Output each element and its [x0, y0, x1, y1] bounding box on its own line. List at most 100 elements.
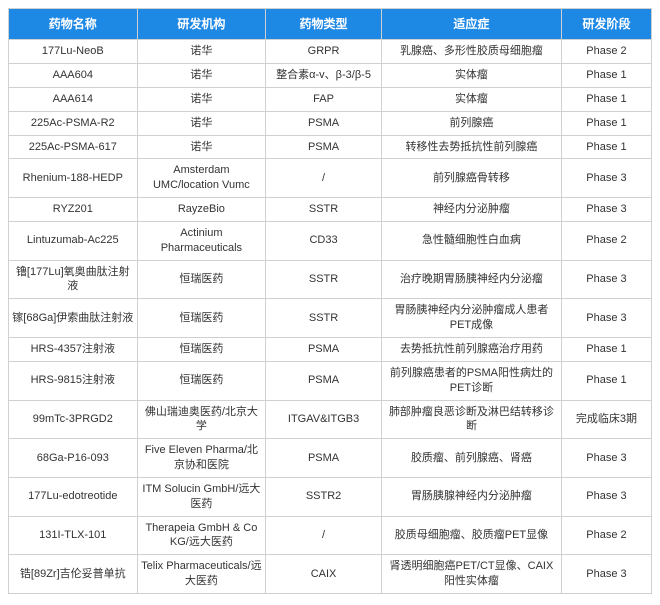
table-cell: Phase 1 [561, 87, 651, 111]
table-cell: 转移性去势抵抗性前列腺癌 [381, 135, 561, 159]
table-cell: 胶质瘤、前列腺癌、肾癌 [381, 439, 561, 478]
table-cell: 神经内分泌肿瘤 [381, 198, 561, 222]
table-cell: Phase 3 [561, 159, 651, 198]
table-cell: HRS-9815注射液 [9, 361, 138, 400]
table-cell: ITM Solucin GmbH/远大医药 [137, 477, 266, 516]
table-cell: 225Ac-PSMA-R2 [9, 111, 138, 135]
column-header: 研发机构 [137, 9, 266, 40]
table-cell: 肾透明细胞癌PET/CT显像、CAIX阳性实体瘤 [381, 555, 561, 594]
table-row: 镓[68Ga]伊索曲肽注射液恒瑞医药SSTR胃肠胰神经内分泌肿瘤成人患者PET成… [9, 299, 652, 338]
table-cell: Actinium Pharmaceuticals [137, 221, 266, 260]
table-cell: 肺部肿瘤良恶诊断及淋巴结转移诊断 [381, 400, 561, 439]
table-cell: RayzeBio [137, 198, 266, 222]
table-cell: 诺华 [137, 87, 266, 111]
table-cell: Therapeia GmbH & Co KG/远大医药 [137, 516, 266, 555]
table-cell: Phase 1 [561, 135, 651, 159]
table-cell: 恒瑞医药 [137, 299, 266, 338]
table-cell: Five Eleven Pharma/北京协和医院 [137, 439, 266, 478]
table-cell: 实体瘤 [381, 64, 561, 88]
table-cell: 去势抵抗性前列腺癌治疗用药 [381, 338, 561, 362]
table-cell: 镓[68Ga]伊索曲肽注射液 [9, 299, 138, 338]
table-row: 225Ac-PSMA-R2诺华PSMA前列腺癌Phase 1 [9, 111, 652, 135]
table-row: 镥[177Lu]氧奥曲肽注射液恒瑞医药SSTR治疗晚期胃肠胰神经内分泌瘤Phas… [9, 260, 652, 299]
table-cell: Phase 3 [561, 439, 651, 478]
table-cell: 诺华 [137, 135, 266, 159]
table-cell: AAA604 [9, 64, 138, 88]
table-cell: SSTR [266, 198, 382, 222]
table-cell: / [266, 516, 382, 555]
table-cell: 前列腺癌骨转移 [381, 159, 561, 198]
table-cell: PSMA [266, 135, 382, 159]
table-row: Rhenium-188-HEDPAmsterdam UMC/location V… [9, 159, 652, 198]
table-cell: 177Lu-edotreotide [9, 477, 138, 516]
table-cell: 治疗晚期胃肠胰神经内分泌瘤 [381, 260, 561, 299]
table-row: 177Lu-NeoB诺华GRPR乳腺癌、多形性胶质母细胞瘤Phase 2 [9, 40, 652, 64]
table-cell: GRPR [266, 40, 382, 64]
table-cell: Amsterdam UMC/location Vumc [137, 159, 266, 198]
table-cell: 乳腺癌、多形性胶质母细胞瘤 [381, 40, 561, 64]
table-row: RYZ201RayzeBioSSTR神经内分泌肿瘤Phase 3 [9, 198, 652, 222]
table-cell: 完成临床3期 [561, 400, 651, 439]
table-cell: 131I-TLX-101 [9, 516, 138, 555]
table-row: AAA604诺华整合素α-v、β-3/β-5实体瘤Phase 1 [9, 64, 652, 88]
table-row: HRS-9815注射液恒瑞医药PSMA前列腺癌患者的PSMA阳性病灶的PET诊断… [9, 361, 652, 400]
table-row: 锆[89Zr]吉伦妥普单抗Telix Pharmaceuticals/远大医药C… [9, 555, 652, 594]
table-row: 177Lu-edotreotideITM Solucin GmbH/远大医药SS… [9, 477, 652, 516]
table-row: HRS-4357注射液恒瑞医药PSMA去势抵抗性前列腺癌治疗用药Phase 1 [9, 338, 652, 362]
table-row: 68Ga-P16-093Five Eleven Pharma/北京协和医院PSM… [9, 439, 652, 478]
table-cell: 68Ga-P16-093 [9, 439, 138, 478]
table-cell: 诺华 [137, 64, 266, 88]
table-cell: RYZ201 [9, 198, 138, 222]
table-cell: 前列腺癌 [381, 111, 561, 135]
table-cell: 佛山瑞迪奥医药/北京大学 [137, 400, 266, 439]
table-cell: AAA614 [9, 87, 138, 111]
drug-pipeline-table: 药物名称研发机构药物类型适应症研发阶段 177Lu-NeoB诺华GRPR乳腺癌、… [8, 8, 652, 594]
table-cell: 整合素α-v、β-3/β-5 [266, 64, 382, 88]
table-cell: Phase 2 [561, 221, 651, 260]
table-cell: Telix Pharmaceuticals/远大医药 [137, 555, 266, 594]
table-cell: / [266, 159, 382, 198]
table-cell: PSMA [266, 439, 382, 478]
table-cell: 急性髓细胞性白血病 [381, 221, 561, 260]
table-cell: 恒瑞医药 [137, 338, 266, 362]
table-cell: Lintuzumab-Ac225 [9, 221, 138, 260]
table-cell: Phase 1 [561, 361, 651, 400]
table-cell: Phase 3 [561, 477, 651, 516]
table-cell: Phase 3 [561, 555, 651, 594]
table-row: Lintuzumab-Ac225Actinium Pharmaceuticals… [9, 221, 652, 260]
table-row: 225Ac-PSMA-617诺华PSMA转移性去势抵抗性前列腺癌Phase 1 [9, 135, 652, 159]
table-cell: Rhenium-188-HEDP [9, 159, 138, 198]
table-cell: 镥[177Lu]氧奥曲肽注射液 [9, 260, 138, 299]
table-cell: SSTR [266, 299, 382, 338]
column-header: 研发阶段 [561, 9, 651, 40]
table-cell: SSTR2 [266, 477, 382, 516]
table-header-row: 药物名称研发机构药物类型适应症研发阶段 [9, 9, 652, 40]
column-header: 药物类型 [266, 9, 382, 40]
table-cell: Phase 3 [561, 198, 651, 222]
table-cell: FAP [266, 87, 382, 111]
column-header: 药物名称 [9, 9, 138, 40]
table-row: 99mTc-3PRGD2佛山瑞迪奥医药/北京大学ITGAV&ITGB3肺部肿瘤良… [9, 400, 652, 439]
column-header: 适应症 [381, 9, 561, 40]
table-cell: 恒瑞医药 [137, 260, 266, 299]
table-cell: Phase 2 [561, 516, 651, 555]
table-cell: PSMA [266, 361, 382, 400]
table-cell: HRS-4357注射液 [9, 338, 138, 362]
table-cell: 胃肠胰神经内分泌肿瘤成人患者PET成像 [381, 299, 561, 338]
table-body: 177Lu-NeoB诺华GRPR乳腺癌、多形性胶质母细胞瘤Phase 2AAA6… [9, 40, 652, 594]
table-cell: 实体瘤 [381, 87, 561, 111]
table-cell: 99mTc-3PRGD2 [9, 400, 138, 439]
table-cell: Phase 1 [561, 111, 651, 135]
table-cell: CD33 [266, 221, 382, 260]
table-cell: 恒瑞医药 [137, 361, 266, 400]
table-cell: 诺华 [137, 40, 266, 64]
table-cell: Phase 2 [561, 40, 651, 64]
table-cell: 177Lu-NeoB [9, 40, 138, 64]
table-cell: 胶质母细胞瘤、胶质瘤PET显像 [381, 516, 561, 555]
table-cell: SSTR [266, 260, 382, 299]
table-row: AAA614诺华FAP实体瘤Phase 1 [9, 87, 652, 111]
table-cell: 诺华 [137, 111, 266, 135]
table-row: 131I-TLX-101Therapeia GmbH & Co KG/远大医药/… [9, 516, 652, 555]
table-cell: Phase 3 [561, 299, 651, 338]
table-cell: ITGAV&ITGB3 [266, 400, 382, 439]
